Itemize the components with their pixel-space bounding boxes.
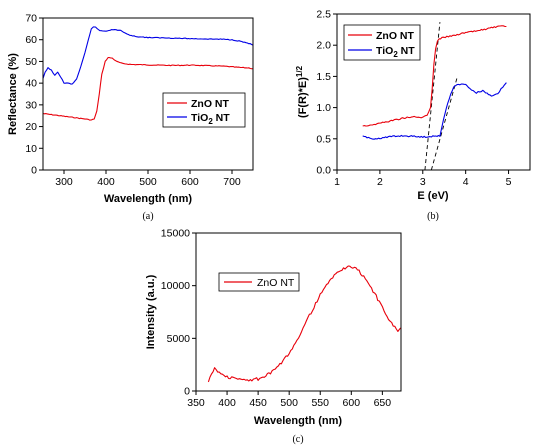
panel-c-ytick-label: 15000 (161, 228, 190, 240)
panel-c-series-zno-nt (207, 265, 401, 383)
panel-b-caption: (b) (427, 211, 439, 222)
panel-c-caption: (c) (292, 434, 303, 445)
panel-a-series-zno-nt (43, 56, 253, 121)
panel-b-ytick-label: 0.0 (316, 165, 331, 177)
panel-c-legend: ZnO NT (218, 272, 300, 292)
panel-b-xtick-label: 4 (463, 176, 469, 188)
panel-c-frame (195, 232, 402, 392)
panel-c-xtick-label: 600 (343, 397, 361, 409)
panel-b-ylabel: (F(R)*E)1/2 (295, 65, 309, 118)
panel-c-xtick-label: 650 (374, 397, 392, 409)
panel-b-xtick-label: 1 (334, 176, 340, 188)
panel-b-xlabel: E (eV) (417, 190, 449, 202)
panel-b-legend-label-tio2: TiO2 NT (376, 45, 415, 59)
panel-b-ytick-label: 1.5 (316, 71, 331, 83)
panel-a-ytick-label: 10 (25, 143, 37, 155)
panel-c-xlabel: Wavelength (nm) (254, 415, 343, 427)
panel-b-tangent-line (424, 22, 441, 170)
panel-a-xtick-label: 400 (97, 176, 115, 188)
panel-c-legend-label-zno: ZnO NT (257, 277, 295, 289)
panel-a-ytick-label: 20 (25, 121, 37, 133)
panel-a-ytick-label: 40 (25, 78, 37, 90)
panel-a-ytick-label: 50 (25, 56, 37, 68)
panel-c-ytick-label: 10000 (161, 280, 190, 292)
panel-c-chart: 350 400 450 500 550 600 650 0 5000 10000 15000 Wa… (145, 228, 402, 445)
panel-c-xtick-label: 500 (280, 397, 298, 409)
panel-a-chart: 300 400 500 600 700 0 10 20 30 40 50 60 70 Waveleng… (7, 13, 254, 222)
panel-b-ytick-label: 2.0 (316, 40, 331, 52)
panel-a-legend: ZnO NT TiO2 NT (162, 92, 246, 128)
panel-c-xtick-label: 400 (218, 397, 236, 409)
panel-c-xtick-label: 550 (311, 397, 329, 409)
panel-b-frame (336, 13, 531, 171)
panel-c-ylabel: Intensity (a.u.) (145, 274, 157, 349)
panel-b-legend: ZnO NT TiO2 NT (343, 24, 421, 61)
panel-b-ytick-label: 0.5 (316, 133, 331, 145)
panel-b-series-zno-nt (362, 25, 507, 127)
panel-c-ytick-label: 0 (184, 386, 190, 398)
panel-a-ytick-label: 70 (25, 13, 37, 25)
panel-a-xtick-label: 700 (223, 176, 241, 188)
panel-a-ytick-label: 0 (31, 165, 37, 177)
panel-b-xtick-label: 2 (377, 176, 383, 188)
panel-b-legend-label-zno: ZnO NT (376, 30, 414, 42)
panel-b-ytick-label: 1.0 (316, 102, 331, 114)
panel-b-chart: 1 2 3 4 5 0.0 0.5 1.0 1.5 2.0 2.5 E (eV) (F(R)*E)… (295, 9, 531, 222)
panel-a-xtick-label: 300 (55, 176, 73, 188)
panel-b-xtick-label: 3 (420, 176, 426, 188)
panel-b-xtick-label: 5 (506, 176, 512, 188)
panel-a-xtick-label: 500 (139, 176, 157, 188)
panel-c-xtick-label: 350 (187, 397, 205, 409)
panel-a-xlabel: Wavelength (nm) (104, 193, 193, 205)
panel-a-legend-label-zno: ZnO NT (191, 98, 229, 110)
panel-b-ytick-label: 2.5 (316, 9, 331, 21)
panel-b-tangent-line (430, 77, 458, 170)
panel-a-xtick-label: 600 (181, 176, 199, 188)
panel-a-legend-label-tio2: TiO2 NT (191, 112, 230, 126)
panel-c-xtick-label: 450 (249, 397, 267, 409)
panel-a-ytick-label: 60 (25, 34, 37, 46)
panel-a-series-tio2-nt (43, 26, 253, 85)
panel-b-series-tio2-nt (362, 82, 507, 140)
panel-c-ytick-label: 5000 (167, 333, 191, 345)
panel-a-caption: (a) (142, 211, 153, 222)
panel-a-ylabel: Reflectance (%) (7, 53, 19, 135)
panel-a-ytick-label: 30 (25, 99, 37, 111)
